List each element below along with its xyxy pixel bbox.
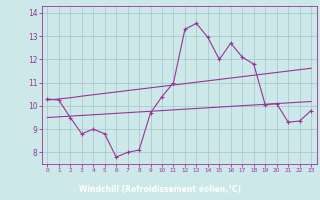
Text: Windchill (Refroidissement éolien,°C): Windchill (Refroidissement éolien,°C) <box>79 185 241 194</box>
